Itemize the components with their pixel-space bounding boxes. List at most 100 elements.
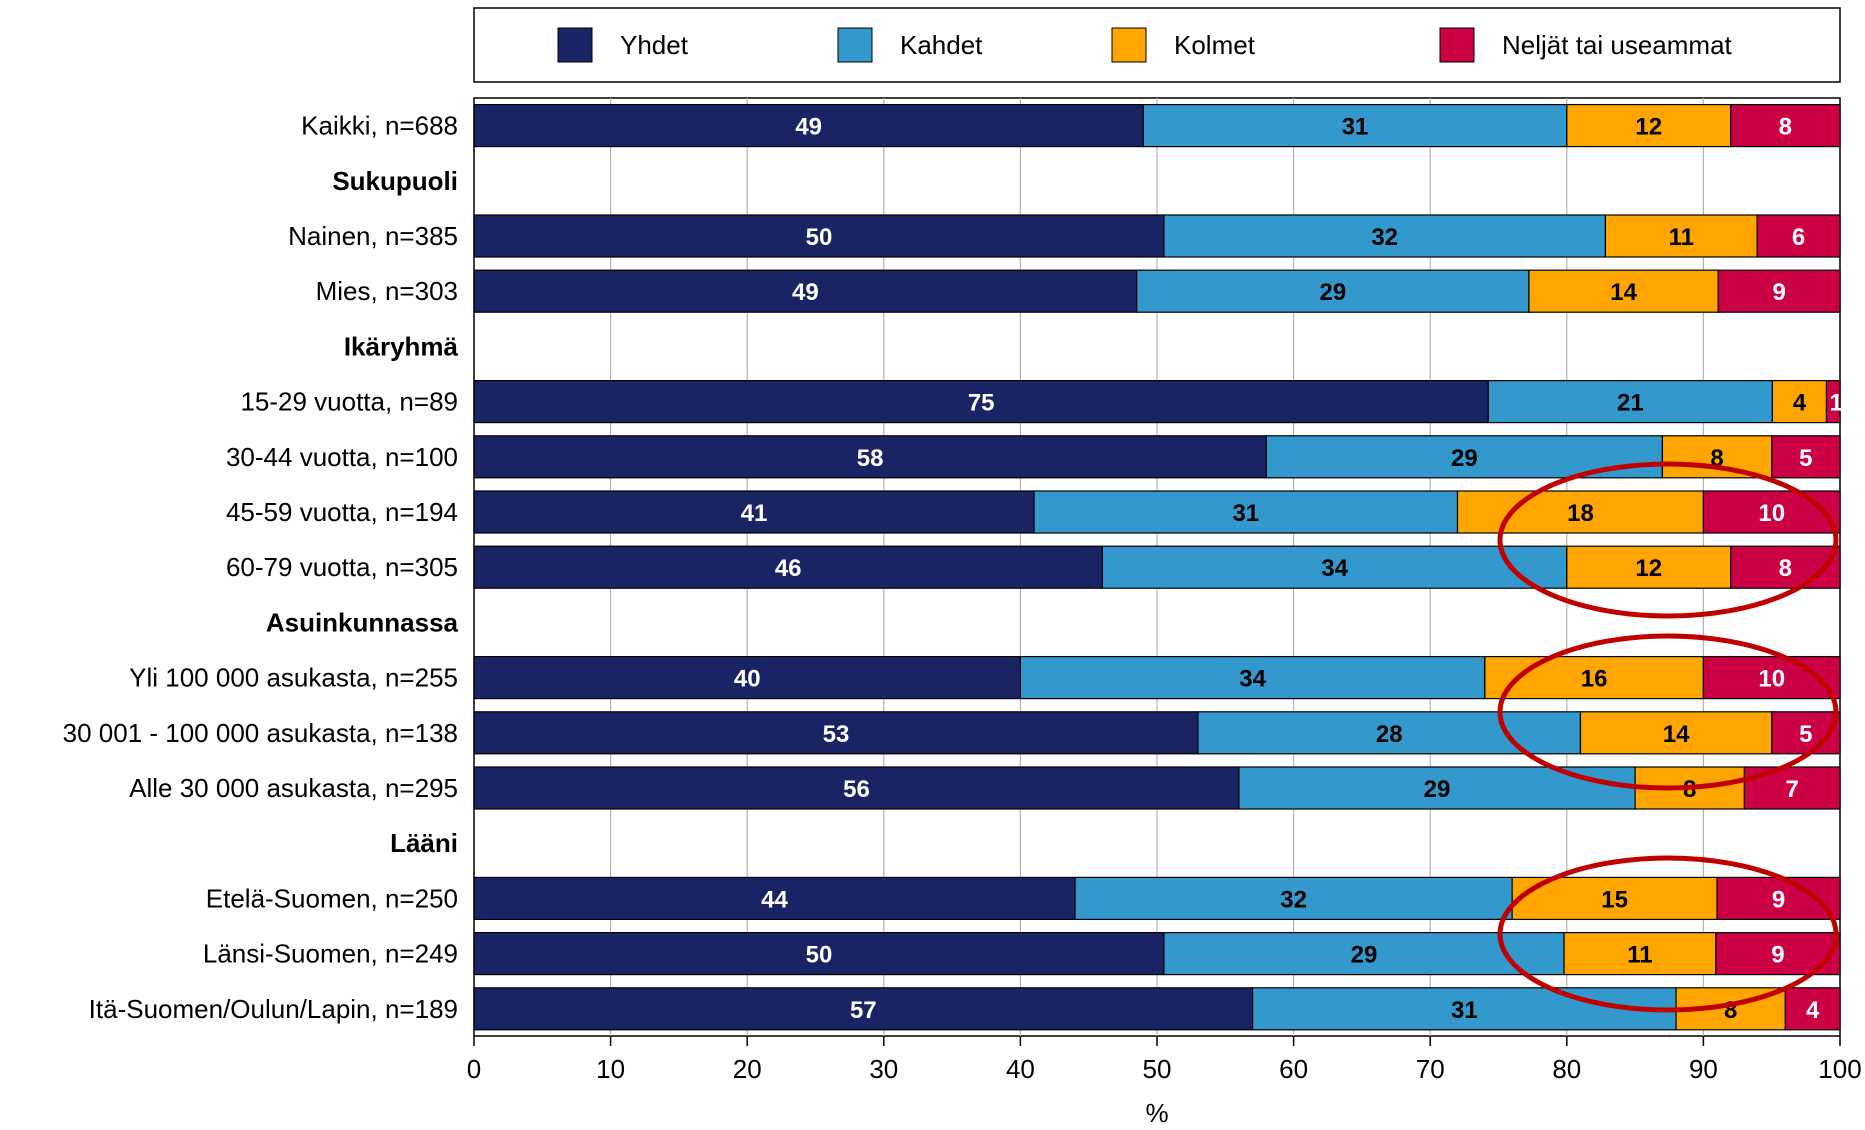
bar-segment xyxy=(1716,876,1841,921)
data-label: 16 xyxy=(1581,666,1608,693)
data-label: 10 xyxy=(1758,666,1785,693)
legend-label-2: Kahdet xyxy=(900,30,983,60)
data-label: 32 xyxy=(1371,224,1398,251)
bar-segment xyxy=(473,103,1144,148)
data-label: 8 xyxy=(1779,555,1792,582)
bar-segment xyxy=(1771,380,1828,424)
data-label: 14 xyxy=(1663,721,1690,748)
bar-segment xyxy=(1579,711,1773,755)
data-label: 8 xyxy=(1779,114,1792,141)
data-label: 4 xyxy=(1793,390,1807,417)
data-label: 5 xyxy=(1799,721,1812,748)
data-label: 41 xyxy=(741,500,768,527)
bar-segment xyxy=(473,766,1240,810)
bar-segment xyxy=(1756,214,1841,258)
data-label: 58 xyxy=(857,445,884,472)
bar-segment xyxy=(1604,214,1758,258)
bar-segment xyxy=(1730,103,1841,148)
data-label: 9 xyxy=(1771,942,1784,969)
data-label: 9 xyxy=(1772,279,1785,306)
group-heading: Lääni xyxy=(390,828,458,858)
bar-segment xyxy=(1825,380,1841,424)
data-label: 44 xyxy=(761,886,788,913)
category-label: Etelä-Suomen, n=250 xyxy=(206,883,458,913)
highlight-ellipse xyxy=(1497,633,1839,791)
category-label: 15-29 vuotta, n=89 xyxy=(240,387,458,417)
bar-segment xyxy=(1771,435,1841,479)
legend-swatch-4 xyxy=(1439,27,1475,63)
x-tick-label: 70 xyxy=(1416,1054,1445,1084)
legend-label-1: Yhdet xyxy=(620,30,689,60)
category-label: Nainen, n=385 xyxy=(288,221,458,251)
group-heading: Ikäryhmä xyxy=(344,331,459,361)
legend-box xyxy=(473,7,1841,83)
x-tick-label: 100 xyxy=(1818,1054,1861,1084)
data-label: 50 xyxy=(806,942,833,969)
category-label: Mies, n=303 xyxy=(316,276,458,306)
highlight-ellipse xyxy=(1497,855,1839,1013)
bar-segment xyxy=(1252,987,1677,1031)
bar-segment xyxy=(1563,931,1717,976)
group-heading: Asuinkunnassa xyxy=(266,607,459,637)
data-label: 12 xyxy=(1635,114,1662,141)
data-label: 34 xyxy=(1321,555,1348,582)
category-label: Alle 30 000 asukasta, n=295 xyxy=(129,773,458,803)
data-label: 29 xyxy=(1424,776,1451,803)
category-label: 30 001 - 100 000 asukasta, n=138 xyxy=(63,718,458,748)
bar-segment xyxy=(1717,269,1841,313)
bar-segment xyxy=(473,435,1267,479)
data-label: 50 xyxy=(806,224,833,251)
data-label: 15 xyxy=(1601,886,1628,913)
group-heading: Sukupuoli xyxy=(332,166,458,196)
data-label: 46 xyxy=(775,555,802,582)
bar-segment xyxy=(1566,545,1732,589)
category-label: Kaikki, n=688 xyxy=(301,111,458,141)
data-label: 1 xyxy=(1830,390,1843,417)
data-label: 34 xyxy=(1239,666,1266,693)
bar-segment xyxy=(1702,490,1841,534)
x-tick-label: 20 xyxy=(733,1054,762,1084)
bar-segment xyxy=(1784,987,1841,1031)
bar-segment xyxy=(473,876,1076,921)
data-label: 31 xyxy=(1342,114,1369,141)
x-tick-label: 80 xyxy=(1552,1054,1581,1084)
bar-segment xyxy=(1487,380,1773,424)
category-label: Länsi-Suomen, n=249 xyxy=(203,939,458,969)
bar-segment xyxy=(473,655,1022,700)
data-label: 49 xyxy=(792,279,819,306)
x-tick-label: 30 xyxy=(869,1054,898,1084)
category-label: 45-59 vuotta, n=194 xyxy=(226,497,458,527)
x-axis-label: % xyxy=(1145,1098,1168,1125)
x-tick-label: 40 xyxy=(1006,1054,1035,1084)
bar-segment xyxy=(1163,931,1565,976)
legend-label-3: Kolmet xyxy=(1174,30,1256,60)
x-tick-label: 60 xyxy=(1279,1054,1308,1084)
bar-segment xyxy=(1163,214,1607,258)
bar-segment xyxy=(1528,269,1719,313)
bar-segment xyxy=(1074,876,1513,921)
highlight-ellipse xyxy=(1497,461,1839,619)
data-label: 49 xyxy=(795,114,822,141)
data-label: 14 xyxy=(1610,279,1637,306)
data-label: 29 xyxy=(1319,279,1346,306)
data-label: 10 xyxy=(1758,500,1785,527)
data-label: 12 xyxy=(1635,555,1662,582)
category-label: 30-44 vuotta, n=100 xyxy=(226,442,458,472)
data-label: 28 xyxy=(1376,721,1403,748)
data-label: 29 xyxy=(1351,942,1378,969)
data-label: 4 xyxy=(1806,997,1820,1024)
x-tick-label: 50 xyxy=(1143,1054,1172,1084)
data-label: 7 xyxy=(1786,776,1799,803)
x-tick-label: 90 xyxy=(1689,1054,1718,1084)
x-tick-label: 0 xyxy=(467,1054,481,1084)
bar-segment xyxy=(1136,269,1530,313)
data-label: 18 xyxy=(1567,500,1594,527)
data-label: 11 xyxy=(1627,942,1652,969)
category-label: Itä-Suomen/Oulun/Lapin, n=189 xyxy=(89,994,458,1024)
category-label: Yli 100 000 asukasta, n=255 xyxy=(129,663,458,693)
bar-segment xyxy=(1511,876,1718,921)
data-label: 40 xyxy=(734,666,761,693)
data-label: 56 xyxy=(843,776,870,803)
data-label: 31 xyxy=(1232,500,1259,527)
